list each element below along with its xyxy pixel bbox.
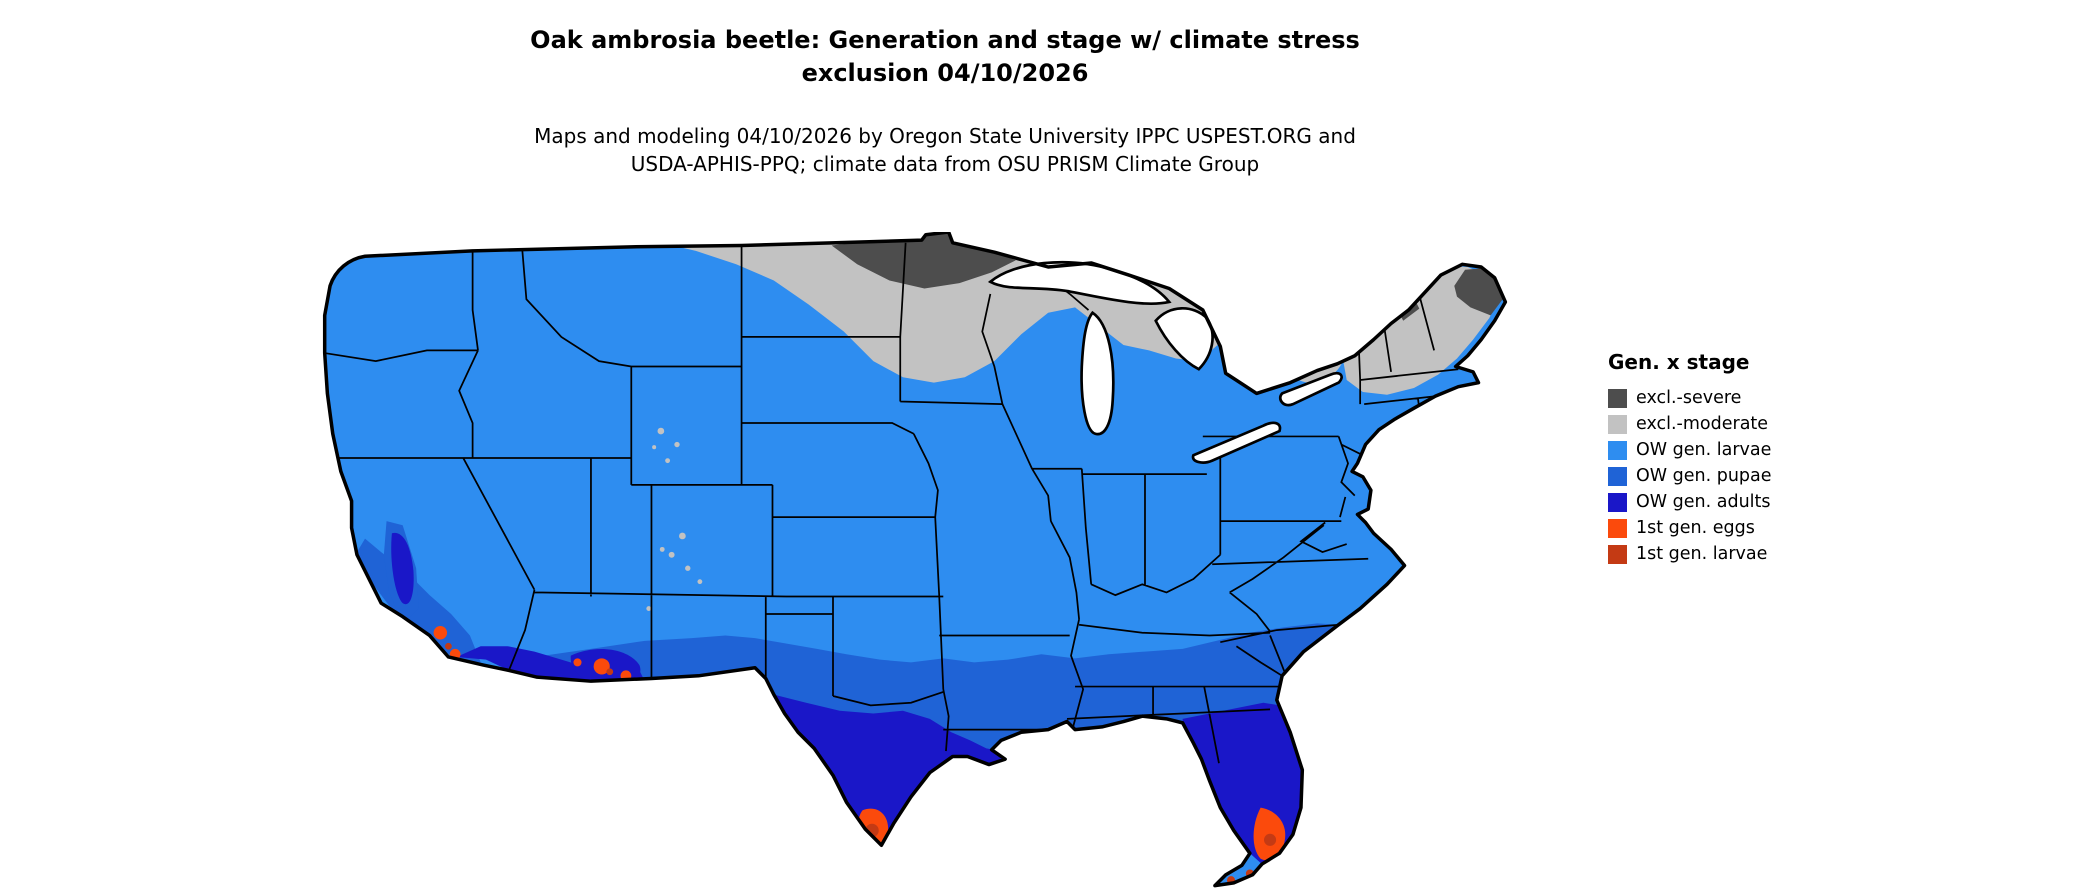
map-subtitle: Maps and modeling 04/10/2026 by Oregon S… — [0, 122, 1890, 178]
great-lakes — [987, 261, 1343, 464]
subtitle-line-2: USDA-APHIS-PPQ; climate data from OSU PR… — [630, 152, 1260, 176]
legend: Gen. x stage excl.-severe excl.-moderate O… — [1608, 350, 1868, 567]
lake-erie — [1191, 421, 1282, 464]
legend-label-ow_pupae: OW gen. pupae — [1636, 466, 1772, 486]
eggs-spot — [573, 658, 582, 667]
speckle — [646, 606, 652, 611]
eggs-spot — [433, 626, 448, 640]
region-gen1-larvae-spots — [445, 642, 1277, 885]
speckle — [685, 565, 691, 571]
legend-swatch-gen1_larvae — [1608, 544, 1627, 564]
eggs-spot — [593, 658, 610, 675]
region-excl-severe-minnesota — [831, 232, 1016, 289]
legend-title: Gen. x stage — [1608, 350, 1750, 374]
speckle — [674, 441, 680, 448]
region-excl-moderate-rockies-speckles — [646, 427, 703, 611]
state-borders — [324, 242, 1459, 771]
legend-swatch-ow_adults — [1608, 492, 1627, 512]
speckle — [665, 458, 671, 464]
us-map-svg — [322, 232, 1508, 888]
speckle — [697, 579, 703, 585]
larvae-spot-arizona — [606, 668, 614, 676]
lake-superior — [987, 261, 1172, 305]
legend-item-ow_larvae: OW gen. larvae — [1608, 437, 1868, 463]
legend-label-gen1_larvae: 1st gen. larvae — [1636, 544, 1768, 564]
legend-label-ow_adults: OW gen. adults — [1636, 492, 1771, 512]
legend-label-excl_moderate: excl.-moderate — [1636, 414, 1769, 434]
legend-item-excl_severe: excl.-severe — [1608, 385, 1868, 411]
speckle — [679, 532, 686, 540]
lake-ontario — [1278, 371, 1343, 407]
us-outline — [322, 232, 1508, 888]
legend-swatch-gen1_eggs — [1608, 518, 1627, 538]
legend-label-gen1_eggs: 1st gen. eggs — [1636, 518, 1755, 538]
legend-item-ow_pupae: OW gen. pupae — [1608, 463, 1868, 489]
map-fill-layers — [324, 232, 1506, 886]
speckle — [659, 546, 665, 552]
legend-label-excl_severe: excl.-severe — [1636, 388, 1742, 408]
legend-swatch-excl_severe — [1608, 388, 1627, 408]
speckle — [652, 445, 657, 450]
legend-swatch-ow_pupae — [1608, 466, 1627, 486]
lake-huron — [1154, 307, 1214, 371]
us-map — [322, 232, 1539, 891]
title-line-1: Oak ambrosia beetle: Generation and stag… — [530, 26, 1360, 54]
legend-swatch-ow_larvae — [1608, 440, 1627, 460]
larvae-spot-california — [445, 642, 452, 650]
legend-label-ow_larvae: OW gen. larvae — [1636, 440, 1772, 460]
legend-item-gen1_larvae: 1st gen. larvae — [1608, 541, 1868, 567]
subtitle-line-1: Maps and modeling 04/10/2026 by Oregon S… — [534, 124, 1356, 148]
speckle — [668, 551, 675, 558]
map-title: Oak ambrosia beetle: Generation and stag… — [0, 24, 1890, 90]
legend-item-gen1_eggs: 1st gen. eggs — [1608, 515, 1868, 541]
region-ow-adults-california-valley — [391, 532, 414, 605]
lake-michigan — [1080, 310, 1115, 436]
speckle — [657, 427, 665, 435]
legend-swatch-excl_moderate — [1608, 414, 1627, 434]
legend-item-excl_moderate: excl.-moderate — [1608, 411, 1868, 437]
region-excl-severe-maine — [1454, 268, 1503, 316]
legend-item-ow_adults: OW gen. adults — [1608, 489, 1868, 515]
larvae-spot-south-florida — [1263, 833, 1277, 846]
title-line-2: exclusion 04/10/2026 — [801, 59, 1089, 88]
legend-items: excl.-severe excl.-moderate OW gen. larvae… — [1608, 385, 1868, 567]
